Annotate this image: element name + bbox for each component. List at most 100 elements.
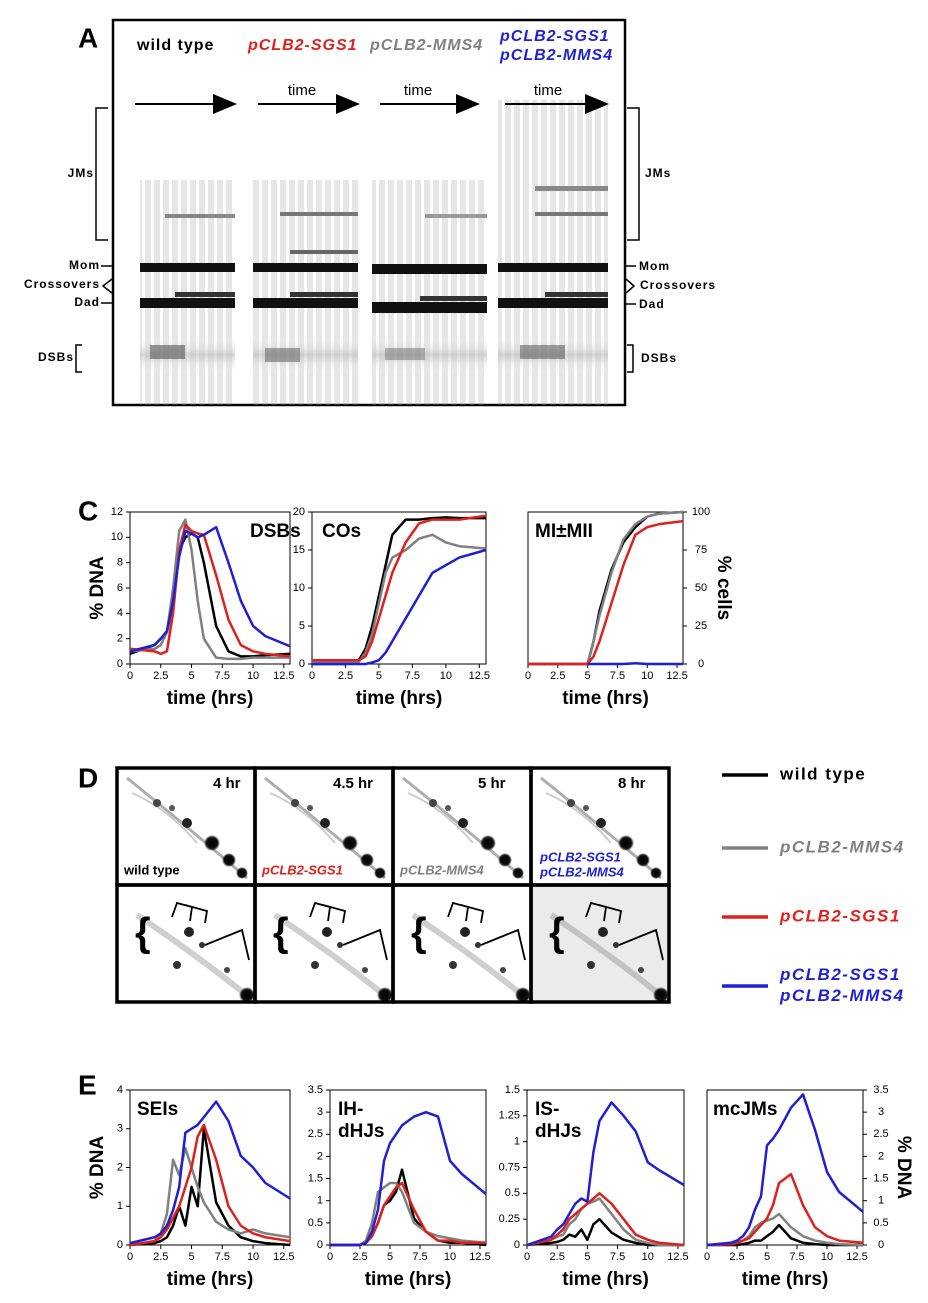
band-label: Crossovers	[24, 277, 100, 291]
timepoint-label: 5 hr	[478, 775, 506, 792]
y-tick-label: 2.5	[308, 1128, 323, 1140]
y-tick-label: 2	[317, 1150, 323, 1162]
x-tick-label: 5	[585, 670, 591, 682]
series-line	[129, 518, 290, 661]
x-tick-label: 0	[524, 1251, 530, 1263]
gel-frame	[111, 18, 627, 407]
strain-label: pCLB2-MMS4	[369, 37, 483, 54]
series-line	[312, 548, 487, 666]
x-tick-label: 0	[127, 1251, 133, 1263]
series-line	[706, 1093, 864, 1247]
x-tick-label: 12.5	[469, 670, 490, 682]
y-tick-label: 0	[117, 658, 123, 670]
x-axis-label: time (hrs)	[167, 1269, 254, 1290]
y-tick-label: 6	[117, 582, 123, 594]
gel-2d-images	[115, 766, 669, 1003]
chart: 0 2.5 5 7.5 10 12.5 0 25 50 75 100 MI±MII time (hrs)…	[525, 506, 734, 709]
x-tick-label: 10	[641, 670, 653, 682]
series-line	[129, 1146, 291, 1247]
gel-spots	[135, 903, 255, 1003]
gel-image	[140, 100, 608, 405]
x-tick-label: 0	[127, 670, 133, 682]
y2-tick-label: 75	[695, 544, 707, 556]
y-tick-label: 0	[117, 1239, 123, 1251]
x-tick-label: 2.5	[550, 670, 565, 682]
x-tick-label: 10	[247, 1251, 259, 1263]
panel-label: E	[78, 1069, 97, 1100]
y-tick-label: 10	[293, 582, 305, 594]
x-tick-label: 2.5	[729, 1251, 744, 1263]
strain-label: wild type	[123, 862, 180, 877]
x-tick-label: 7.5	[610, 670, 625, 682]
strain-label: pCLB2-MMS4	[539, 864, 625, 879]
strain-label: pCLB2-MMS4	[499, 47, 613, 64]
band-label: DSBs	[38, 350, 74, 364]
x-tick-label: 0	[525, 670, 531, 682]
legend: wild type pCLB2-MMS4 pCLB2-SGS1 pCLB2-SGS1 p…	[722, 764, 905, 1005]
x-tick-label: 7.5	[610, 1251, 625, 1263]
y-tick-label: 0.5	[308, 1217, 323, 1229]
series-line	[129, 1127, 291, 1247]
y-tick-label: 1	[514, 1136, 520, 1148]
x-tick-label: 2.5	[338, 670, 353, 682]
y-tick-label: 3	[117, 1123, 123, 1135]
time-label: time	[288, 82, 316, 99]
x-axis-label: time (hrs)	[562, 688, 649, 709]
y-tick-label: 1.5	[505, 1084, 520, 1096]
chart: 0 2.5 5 7.5 10 12.5 0 5 10 15 20 COs time (hrs)	[293, 506, 490, 709]
x-tick-label: 7.5	[215, 670, 230, 682]
x-tick-label: 12.5	[666, 670, 687, 682]
x-tick-label: 0	[704, 1251, 710, 1263]
chart: 0 2.5 5 7.5 10 12.5 0 0.25 0.5 0.75 1 1.25 1.5 IS-dHJ…	[499, 1084, 689, 1290]
band-label: JMs	[645, 166, 671, 180]
x-tick-label: 7.5	[215, 1251, 230, 1263]
chart-annotation: SEIs	[137, 1099, 178, 1120]
plot-frame	[706, 1089, 864, 1246]
x-tick-label: 5	[188, 670, 194, 682]
chart-annotation: dHJs	[338, 1121, 384, 1142]
band-label: Dad	[74, 295, 100, 309]
series-line	[526, 1217, 684, 1247]
band-label: Dad	[639, 297, 665, 311]
y2-tick-label: 3.5	[873, 1084, 888, 1096]
series-line	[129, 523, 291, 658]
panel-label: D	[78, 762, 98, 793]
strain-label: wild type	[136, 37, 214, 54]
series-line	[312, 514, 487, 662]
series-line	[706, 1172, 864, 1247]
x-axis-label: time (hrs)	[562, 1269, 649, 1290]
x-tick-label: 10	[247, 670, 259, 682]
strain-label: pCLB2-SGS1	[247, 37, 358, 54]
x-tick-label: 7.5	[412, 1251, 427, 1263]
chart: 0 2.5 5 7.5 10 12.5 0 0.5 1 1.5 2 2.5 3 3.5 mcJMs time …	[704, 1084, 914, 1290]
panel-label: A	[78, 22, 98, 53]
x-tick-label: 0	[327, 1251, 333, 1263]
x-tick-label: 10	[444, 1251, 456, 1263]
series-line	[330, 1110, 487, 1247]
chart: 0 2.5 5 7.5 10 12.5 0 1 2 3 4 SEIs time (hrs) % DNA	[87, 1084, 295, 1290]
y-tick-label: 2	[117, 633, 123, 645]
legend-label: pCLB2-SGS1	[779, 965, 901, 984]
chart: 0 2.5 5 7.5 10 12.5 0 0.5 1 1.5 2 2.5 3 3.5 IH-dHJs tim…	[308, 1084, 491, 1290]
x-tick-label: 5	[387, 1251, 393, 1263]
y2-tick-label: 1.5	[873, 1172, 888, 1184]
y-tick-label: 3	[317, 1106, 323, 1118]
x-tick-label: 7.5	[405, 670, 420, 682]
y-tick-label: 1	[317, 1195, 323, 1207]
legend-label: pCLB2-MMS4	[779, 986, 905, 1005]
x-tick-label: 12.5	[846, 1251, 867, 1263]
y2-tick-label: 50	[695, 582, 707, 594]
series-line	[312, 533, 487, 663]
band-label: Crossovers	[640, 278, 716, 292]
y2-tick-label: 3	[878, 1106, 884, 1118]
y2-tick-label: 1	[878, 1195, 884, 1207]
y-tick-label: 0.5	[505, 1187, 520, 1199]
y-tick-label: 1.25	[499, 1110, 520, 1122]
strain-label: pCLB2-SGS1	[539, 849, 621, 864]
band-label: JMs	[68, 166, 94, 180]
legend-label: pCLB2-MMS4	[779, 837, 905, 856]
chart-annotation: MI±MII	[535, 521, 593, 542]
y2-axis-label: % DNA	[893, 1136, 914, 1200]
